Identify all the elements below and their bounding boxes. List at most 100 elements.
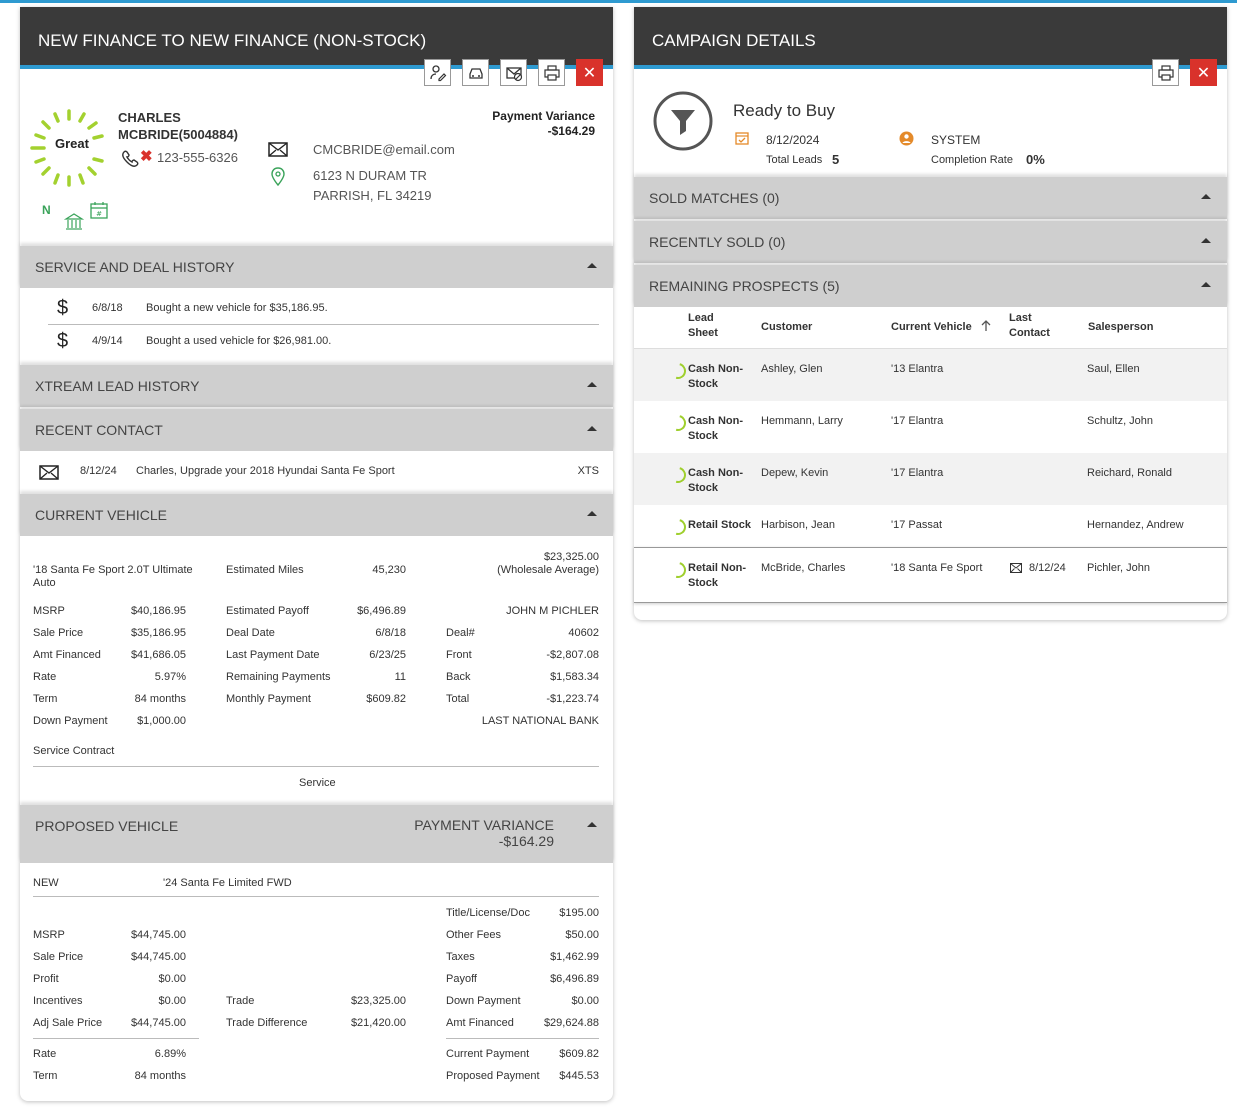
current-payment-label: Current Payment (446, 1048, 530, 1060)
recent-contact-source: XTS (577, 465, 599, 477)
calendar-check-icon (735, 132, 749, 145)
divider (446, 1038, 599, 1039)
column-header-customer[interactable]: Customer (761, 321, 813, 333)
completion-rate-label: Completion Rate (931, 154, 1013, 166)
customer-score: Great (55, 136, 89, 151)
user-circle-icon (899, 131, 914, 146)
lead-sheet-line1[interactable]: Retail Stock (688, 519, 751, 531)
table-row[interactable]: Cash Non- Stock Hemmann, Larry '17 Elant… (634, 401, 1227, 453)
service-link[interactable]: Service (299, 777, 336, 789)
detail-label: MSRP (33, 605, 65, 617)
customer-phone[interactable]: 123-555-6326 (157, 150, 238, 165)
xtream-lead-history-header[interactable]: XTREAM LEAD HISTORY (20, 365, 613, 407)
detail-value: 40602 (568, 627, 599, 639)
lead-sheet-line2[interactable]: Stock (688, 378, 718, 390)
customer-cell[interactable]: Hemmann, Larry (761, 415, 843, 427)
customer-cell[interactable]: McBride, Charles (761, 562, 846, 574)
deal-panel: NEW FINANCE TO NEW FINANCE (NON-STOCK) ✕… (20, 7, 613, 1101)
svg-text:#: # (96, 210, 102, 218)
detail-value: -$2,807.08 (546, 649, 599, 661)
rate-label: Rate (33, 1048, 57, 1060)
column-header-salesperson[interactable]: Salesperson (1088, 321, 1154, 333)
recently-sold-header[interactable]: RECENTLY SOLD (0) (634, 221, 1227, 263)
proposed-vehicle-name: '24 Santa Fe Limited FWD (163, 877, 292, 889)
column-header-lead-sheet-1[interactable]: Lead (688, 312, 714, 324)
detail-label: Amt Financed (33, 649, 101, 661)
salesperson-cell: Saul, Ellen (1087, 363, 1140, 375)
sold-matches-header[interactable]: SOLD MATCHES (0) (634, 177, 1227, 219)
sort-ascending-icon[interactable] (981, 320, 991, 332)
rate-value: 6.89% (154, 1048, 186, 1060)
print-button[interactable] (538, 59, 565, 86)
table-row[interactable]: Retail Non- Stock McBride, Charles '18 S… (634, 547, 1227, 603)
customer-cell[interactable]: Ashley, Glen (761, 363, 823, 375)
lead-sheet-line1[interactable]: Cash Non- (688, 363, 743, 375)
close-button[interactable]: ✕ (576, 59, 603, 86)
vehicle-cell: '17 Passat (891, 519, 943, 531)
proposed-vehicle-header[interactable]: PROPOSED VEHICLE PAYMENT VARIANCE -$164.… (20, 805, 613, 863)
trade-value-note: (Wholesale Average) (497, 564, 599, 576)
customer-address-line1: 6123 N DURAM TR (313, 168, 427, 183)
lead-sheet-line1[interactable]: Cash Non- (688, 415, 743, 427)
detail-value: $29,624.88 (543, 1017, 599, 1029)
collapse-caret-icon (1201, 282, 1211, 287)
table-row[interactable]: Cash Non- Stock Ashley, Glen '13 Elantra… (634, 349, 1227, 401)
estimated-miles-value: 45,230 (372, 564, 406, 576)
lead-sheet-line1[interactable]: Retail Non- (688, 562, 747, 574)
deal-history-date: 4/9/14 (92, 335, 123, 347)
service-deal-history-header[interactable]: SERVICE AND DEAL HISTORY (20, 246, 613, 288)
customer-cell[interactable]: Depew, Kevin (761, 467, 829, 479)
last-contact-cell: 8/12/24 (1029, 562, 1066, 574)
email-off-button[interactable] (500, 59, 527, 86)
divider (33, 766, 599, 767)
calendar-icon[interactable]: # (89, 200, 109, 220)
vehicle-button[interactable] (462, 59, 489, 86)
term-value: 84 months (134, 1070, 186, 1082)
section-title: CURRENT VEHICLE (35, 507, 167, 523)
new-customer-flag: N (42, 203, 51, 217)
collapse-caret-icon (587, 382, 597, 387)
payment-variance-label: Payment Variance (492, 109, 595, 123)
collapse-caret-icon (587, 822, 597, 827)
lead-sheet-line1[interactable]: Cash Non- (688, 467, 743, 479)
title-license-label: Title/License/Doc (446, 907, 530, 919)
loading-spinner-icon (667, 360, 689, 382)
customer-cell[interactable]: Harbison, Jean (761, 519, 835, 531)
column-header-last-contact-2[interactable]: Contact (1009, 327, 1050, 339)
current-vehicle-header[interactable]: CURRENT VEHICLE (20, 494, 613, 536)
assign-user-button[interactable] (424, 59, 451, 86)
column-header-last-contact-1[interactable]: Last (1009, 312, 1032, 324)
print-button[interactable] (1152, 59, 1179, 86)
recent-contact-header[interactable]: RECENT CONTACT (20, 409, 613, 451)
table-row[interactable]: Cash Non- Stock Depew, Kevin '17 Elantra… (634, 453, 1227, 505)
email-icon (268, 142, 288, 157)
campaign-name: Ready to Buy (733, 101, 836, 120)
proposed-payment-variance-value: -$164.29 (498, 833, 554, 849)
divider (33, 896, 599, 897)
phone-icon[interactable] (120, 149, 140, 169)
detail-value: $44,745.00 (130, 1017, 186, 1029)
customer-email[interactable]: CMCBRIDE@email.com (313, 142, 455, 157)
printer-icon (1157, 64, 1174, 81)
recent-contact-text[interactable]: Charles, Upgrade your 2018 Hyundai Santa… (136, 465, 395, 477)
table-row[interactable]: Retail Stock Harbison, Jean '17 Passat H… (634, 505, 1227, 547)
detail-label: Amt Financed (446, 1017, 514, 1029)
lead-sheet-line2[interactable]: Stock (688, 430, 718, 442)
column-header-current-vehicle[interactable]: Current Vehicle (891, 321, 972, 333)
close-icon: ✕ (582, 64, 597, 82)
detail-value: $609.82 (366, 693, 406, 705)
section-title: RECENT CONTACT (35, 422, 163, 438)
detail-label: Incentives (33, 995, 83, 1007)
close-button[interactable]: ✕ (1190, 59, 1217, 86)
detail-label: Profit (33, 973, 59, 985)
recent-contact-date: 8/12/24 (80, 465, 117, 477)
detail-label: MSRP (33, 929, 65, 941)
remaining-prospects-header[interactable]: REMAINING PROSPECTS (5) (634, 265, 1227, 307)
column-header-lead-sheet-2[interactable]: Sheet (688, 327, 718, 339)
service-contract-label: Service Contract (33, 745, 115, 757)
detail-value: 5.97% (154, 671, 186, 683)
lead-sheet-line2[interactable]: Stock (688, 482, 718, 494)
lead-sheet-line2[interactable]: Stock (688, 577, 718, 589)
customer-name-last: MCBRIDE(5004884) (118, 127, 238, 142)
detail-value: $41,686.05 (130, 649, 186, 661)
